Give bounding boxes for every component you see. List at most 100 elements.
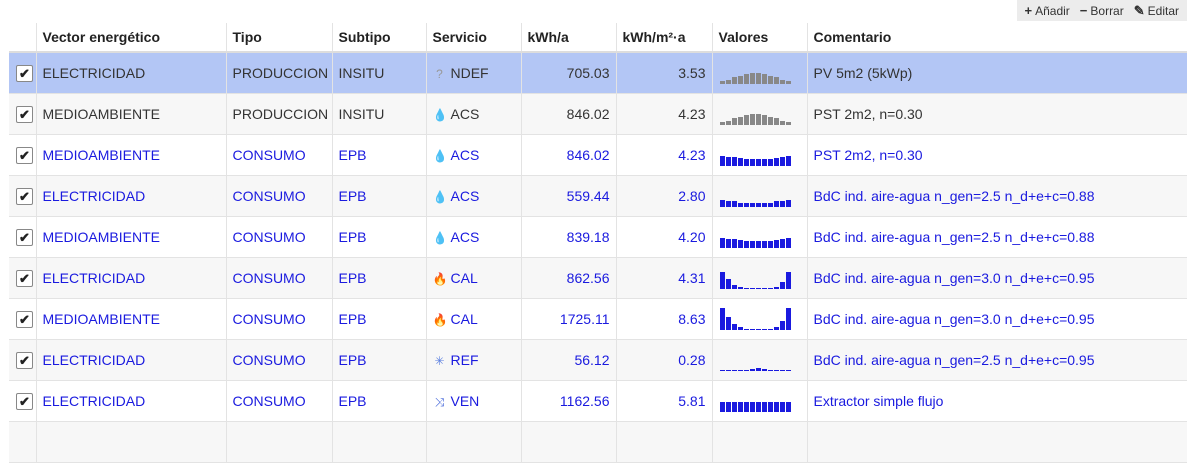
servicio-label: CAL — [450, 311, 478, 327]
comment-cell: BdC ind. aire-agua n_gen=2.5 n_d+e+c=0.8… — [807, 216, 1187, 258]
column-header[interactable]: Comentario — [807, 23, 1187, 53]
kwhm2-cell: 4.23 — [616, 134, 713, 176]
tipo-cell: PRODUCCION — [226, 93, 333, 135]
sparkline-bar — [767, 402, 773, 412]
kwh-cell: 839.18 — [521, 216, 617, 258]
row-checkbox[interactable]: ✔ — [16, 105, 33, 123]
row-select-cell: ✔ — [9, 216, 37, 258]
minus-icon: − — [1079, 3, 1088, 18]
sparkline-bar — [779, 80, 785, 84]
servicio-label: REF — [450, 352, 479, 368]
servicio-label: ACS — [450, 188, 480, 204]
column-header[interactable]: kWh/a — [521, 23, 617, 53]
table-row[interactable]: ✔ ELECTRICIDAD CONSUMO EPB ⤨ VEN 1162.56 5.81 Ex… — [9, 380, 1187, 422]
row-checkbox[interactable]: ✔ — [16, 64, 33, 82]
add-button[interactable]: + Añadir — [1021, 2, 1074, 19]
sparkline-bar — [779, 201, 785, 207]
row-checkbox[interactable]: ✔ — [16, 392, 33, 410]
row-checkbox[interactable]: ✔ — [16, 146, 33, 164]
kwhm2-cell: 5.81 — [616, 380, 713, 422]
row-checkbox[interactable]: ✔ — [16, 269, 33, 287]
sparkline-bar — [743, 288, 749, 289]
sparkline-bar — [737, 327, 743, 330]
vector-cell: ELECTRICIDAD — [36, 257, 227, 299]
sparkline-bar — [749, 329, 755, 330]
sparkline-bar — [749, 203, 755, 207]
sparkline-bar — [767, 76, 773, 84]
row-checkbox[interactable]: ✔ — [16, 187, 33, 205]
table-row[interactable]: ✔ ELECTRICIDAD CONSUMO EPB 🔥 CAL 862.56 4.31 BdC… — [9, 257, 1187, 299]
sparkline-bar — [785, 238, 791, 248]
column-header[interactable]: Servicio — [426, 23, 522, 53]
table-row[interactable]: ✔ MEDIOAMBIENTE PRODUCCION INSITU 💧 ACS 846.02… — [9, 93, 1187, 135]
table-row[interactable]: ✔ ELECTRICIDAD PRODUCCION INSITU? NDEF 705.03… — [9, 52, 1187, 94]
sparkline-bar — [779, 370, 785, 371]
subtipo-cell: EPB — [332, 380, 427, 422]
subtipo-cell: INSITU — [332, 52, 427, 94]
column-header[interactable]: Tipo — [226, 23, 333, 53]
servicio-label: NDEF — [450, 65, 489, 81]
sparkline-bar — [719, 308, 725, 330]
sparkline-bar — [785, 402, 791, 412]
sparkline-bar — [755, 73, 761, 84]
sparkline-bar — [755, 368, 761, 371]
sparkline-bar — [743, 370, 749, 371]
servicio-cell: 💧 ACS — [426, 134, 522, 176]
edit-icon: ✎ — [1133, 2, 1145, 18]
sparkline-bar — [719, 402, 725, 412]
sparkline-bar — [785, 156, 791, 166]
column-header[interactable]: Vector energético — [36, 23, 227, 53]
sparkline-bar — [773, 201, 779, 207]
tipo-cell: CONSUMO — [226, 175, 333, 217]
kwhm2-cell: 4.23 — [616, 93, 713, 135]
sparkline — [719, 114, 791, 125]
subtipo-cell: EPB — [332, 298, 427, 340]
valores-cell — [712, 380, 808, 422]
column-header[interactable]: kWh/m²·a — [616, 23, 713, 53]
row-checkbox[interactable]: ✔ — [16, 228, 33, 246]
table-row[interactable]: ✔ MEDIOAMBIENTE CONSUMO EPB 💧 ACS 839.18 4.20 Bd… — [9, 216, 1187, 258]
sparkline-bar — [755, 203, 761, 207]
sparkline-bar — [719, 81, 725, 84]
fire-icon: 🔥 — [432, 313, 448, 327]
sparkline-bar — [767, 117, 773, 125]
valores-cell — [712, 298, 808, 340]
column-header[interactable]: Subtipo — [332, 23, 427, 53]
question-icon: ? — [436, 67, 443, 81]
sparkline-bar — [743, 159, 749, 166]
sparkline-bar — [785, 200, 791, 207]
sparkline-bar — [719, 370, 725, 371]
tipo-cell: CONSUMO — [226, 380, 333, 422]
sparkline-bar — [779, 157, 785, 166]
kwh-cell: 1725.11 — [521, 298, 617, 340]
sparkline-bar — [773, 327, 779, 330]
servicio-cell: 🔥 CAL — [426, 298, 522, 340]
edit-button[interactable]: ✎ Editar — [1130, 2, 1183, 20]
sparkline-bar — [749, 114, 755, 125]
table-row[interactable]: ✔ MEDIOAMBIENTE CONSUMO EPB 💧 ACS 846.02 4.23 PS… — [9, 134, 1187, 176]
comment-cell: PV 5m2 (5kWp) — [807, 52, 1187, 94]
servicio-label: ACS — [450, 147, 480, 163]
row-checkbox[interactable]: ✔ — [16, 351, 33, 369]
sparkline-bar — [761, 74, 767, 84]
sparkline-bar — [767, 241, 773, 248]
row-checkbox[interactable]: ✔ — [16, 310, 33, 328]
shuffle-icon: ⤨ — [434, 394, 445, 409]
delete-button[interactable]: − Borrar — [1076, 2, 1128, 19]
toolbar: + Añadir − Borrar ✎ Editar — [1016, 0, 1187, 21]
row-select-cell: ✔ — [9, 298, 37, 340]
table-row[interactable]: ✔ ELECTRICIDAD CONSUMO EPB ✳ REF 56.12 0.28 BdC … — [9, 339, 1187, 381]
sparkline — [719, 272, 791, 289]
select-column-header — [9, 23, 37, 53]
column-header[interactable]: Valores — [712, 23, 808, 53]
sparkline-bar — [725, 80, 731, 84]
vector-cell: ELECTRICIDAD — [36, 380, 227, 422]
table-row[interactable]: ✔ ELECTRICIDAD CONSUMO EPB 💧 ACS 559.44 2.80 BdC… — [9, 175, 1187, 217]
kwhm2-cell: 2.80 — [616, 175, 713, 217]
table-row[interactable]: ✔ MEDIOAMBIENTE CONSUMO EPB 🔥 CAL 1725.11 8.63 B… — [9, 298, 1187, 340]
sparkline-bar — [743, 329, 749, 330]
sparkline-bar — [731, 324, 737, 330]
subtipo-cell: EPB — [332, 216, 427, 258]
sparkline-bar — [779, 402, 785, 412]
sparkline-bar — [755, 241, 761, 248]
